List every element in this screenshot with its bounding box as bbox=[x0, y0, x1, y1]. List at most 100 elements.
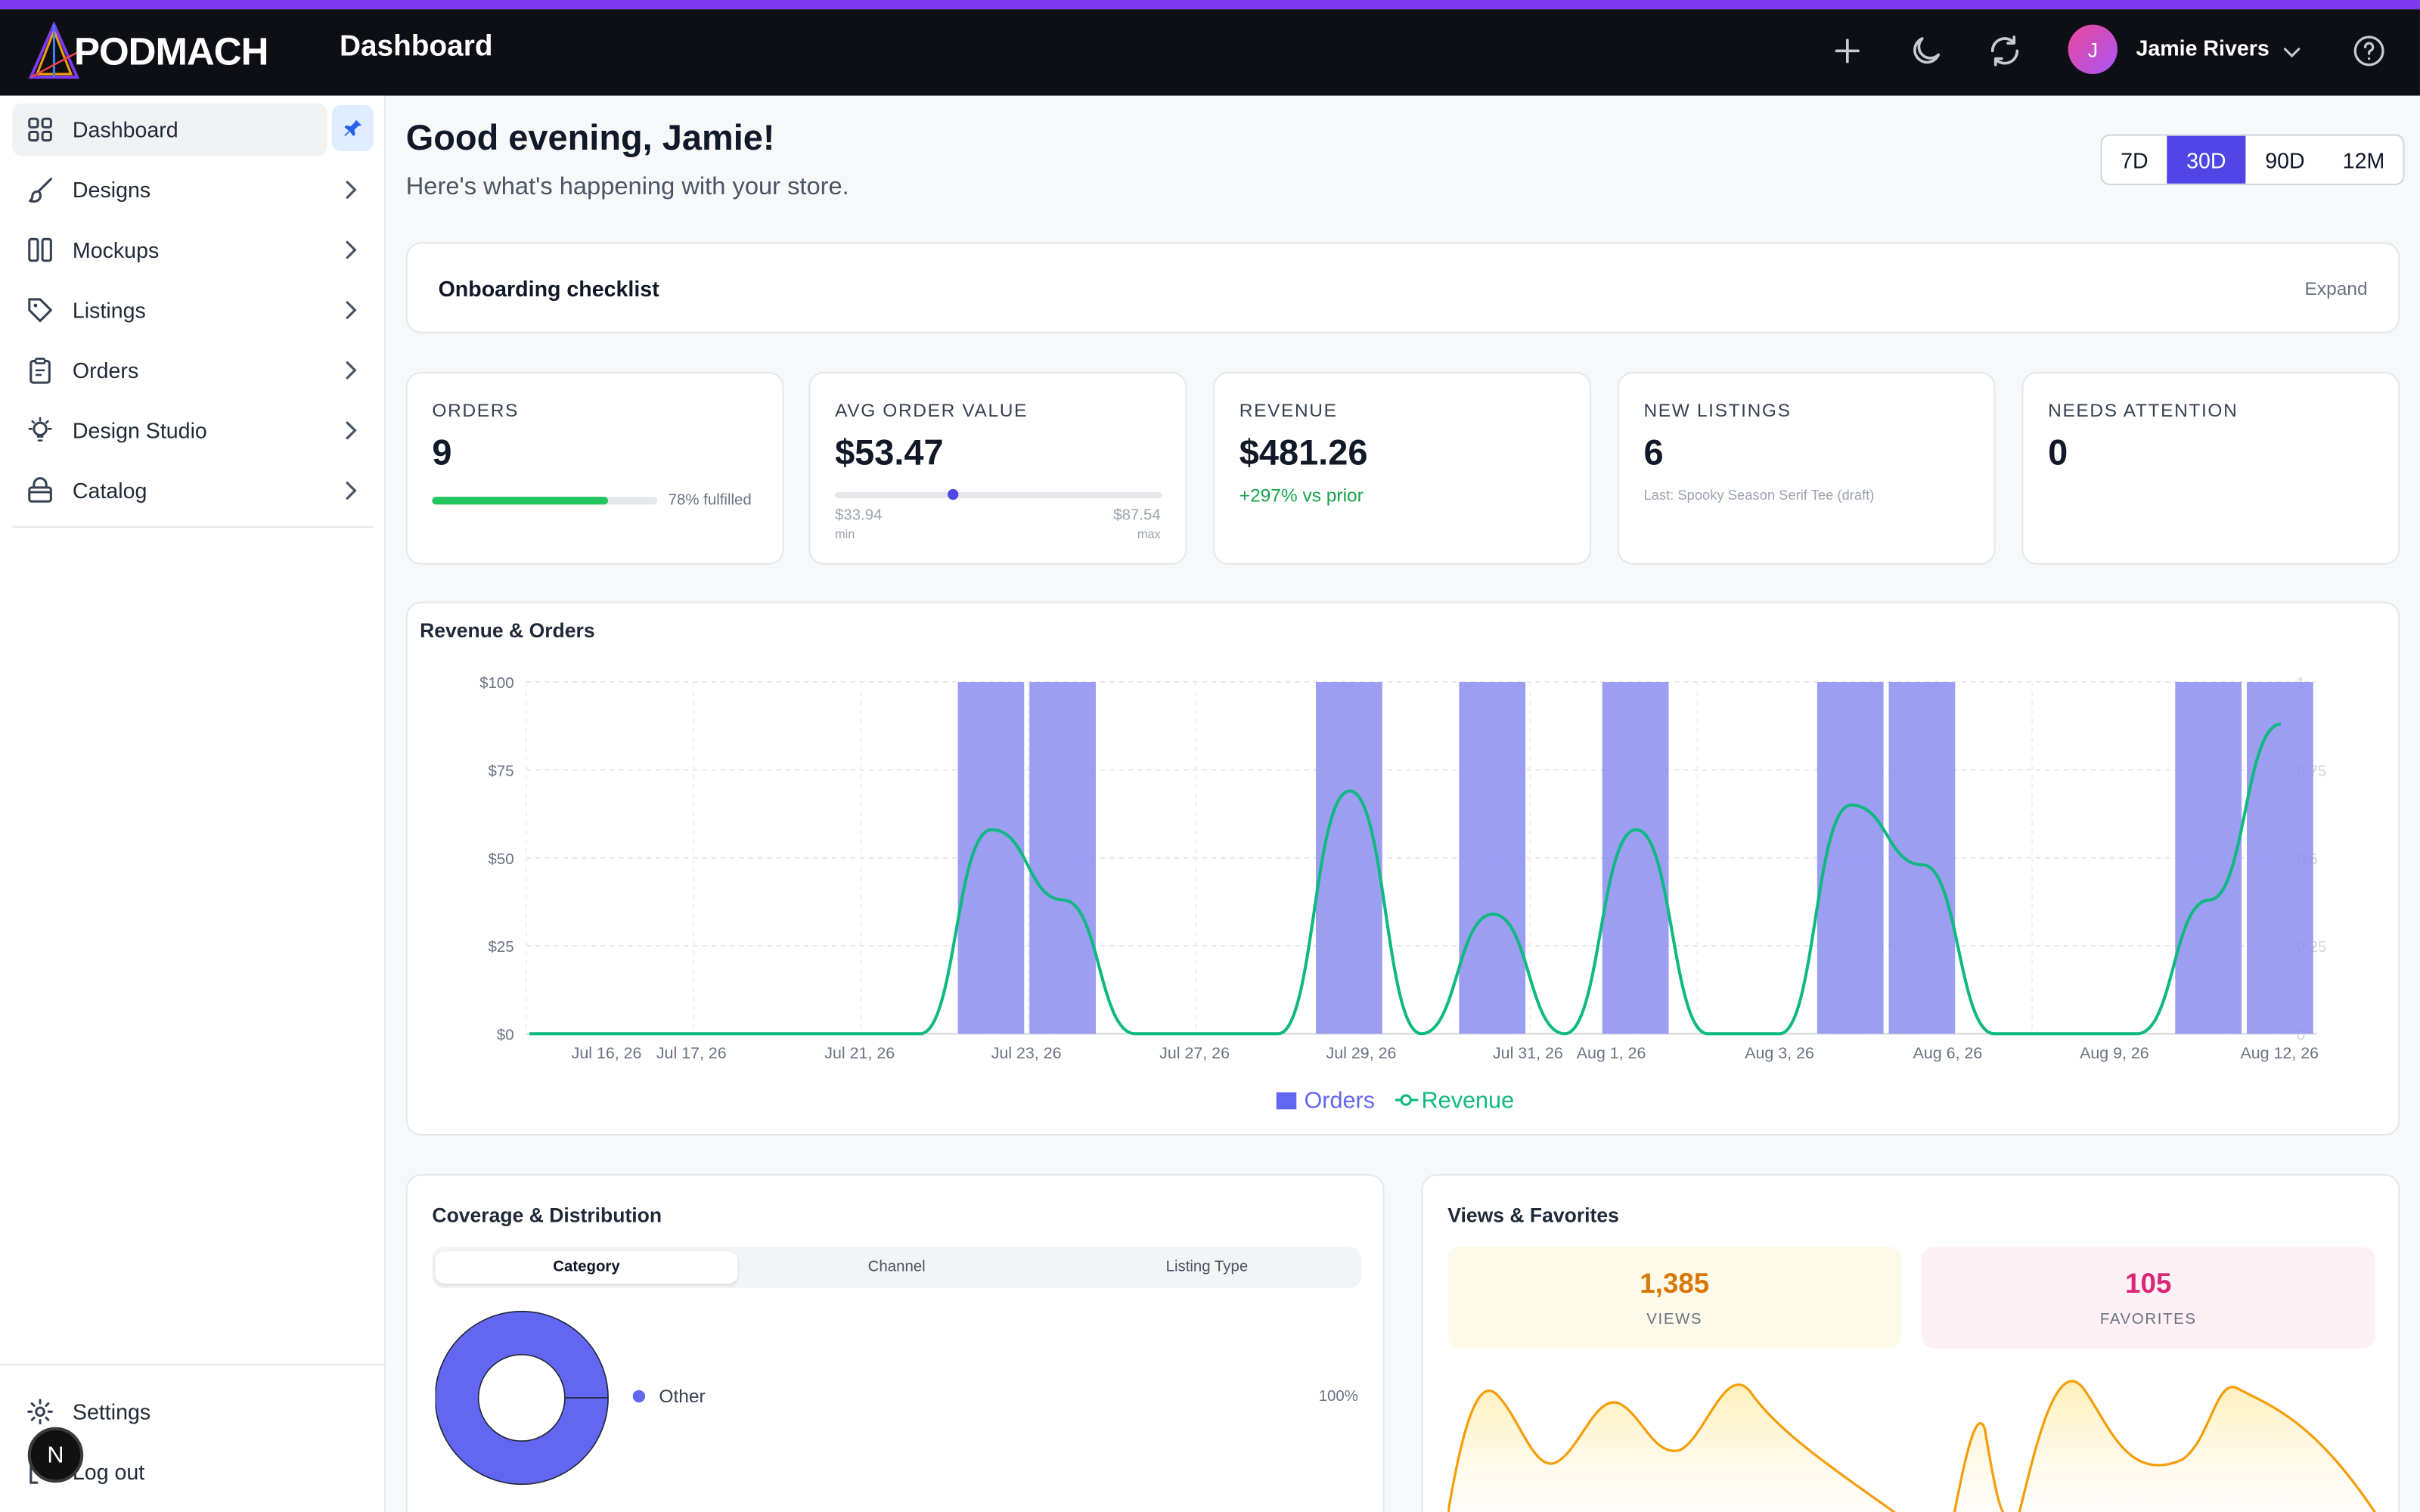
logo[interactable]: PODMACH bbox=[28, 18, 268, 86]
x-tick-label: Jul 21, 26 bbox=[824, 1044, 895, 1062]
gear-icon bbox=[27, 1399, 53, 1425]
top-bar: PODMACH Dashboard J Jamie Rivers bbox=[0, 9, 2420, 96]
tab-category[interactable]: Category bbox=[435, 1251, 738, 1284]
kpi-card-revenue: REVENUE $481.26 +297% vs prior bbox=[1213, 371, 1592, 565]
page-title: Dashboard bbox=[339, 30, 493, 64]
kpi-card-orders: ORDERS 9 78% fulfilled bbox=[405, 371, 784, 565]
date-range-selector: 7D 30D 90D 12M bbox=[2100, 134, 2405, 185]
kpi-card-new-listings: NEW LISTINGS 6 Last: Spooky Season Serif… bbox=[1617, 371, 1996, 565]
logo-text: PODMACH bbox=[73, 29, 268, 73]
coverage-title: Coverage & Distribution bbox=[432, 1203, 662, 1227]
views-sparkline-chart bbox=[1447, 1380, 2377, 1512]
views-favorites-title: Views & Favorites bbox=[1447, 1203, 1619, 1227]
legend-dot bbox=[632, 1390, 646, 1403]
help-icon[interactable] bbox=[2350, 33, 2387, 70]
fulfilled-progress bbox=[432, 497, 658, 505]
avatar[interactable]: J bbox=[2068, 24, 2118, 74]
x-tick-label: Aug 6, 26 bbox=[1913, 1044, 1983, 1062]
x-tick-label: Aug 3, 26 bbox=[1745, 1044, 1814, 1062]
user-name[interactable]: Jamie Rivers bbox=[2136, 35, 2270, 60]
kpi-label: ORDERS bbox=[432, 399, 519, 422]
tab-listing-type[interactable]: Listing Type bbox=[1165, 1259, 1249, 1276]
kpi-label: AVG ORDER VALUE bbox=[835, 399, 1028, 422]
sidebar-item-label: Listings bbox=[72, 297, 146, 323]
sidebar-divider bbox=[12, 525, 374, 528]
kpi-value: $53.47 bbox=[835, 432, 944, 472]
bag-icon bbox=[28, 477, 52, 503]
moon-icon[interactable] bbox=[1907, 33, 1944, 70]
expand-button[interactable]: Expand bbox=[2304, 277, 2368, 299]
legend-label-orders: Orders bbox=[1304, 1087, 1375, 1113]
kpi-label: NEW LISTINGS bbox=[1643, 399, 1792, 422]
kpi-card-needs-attention: NEEDS ATTENTION 0 bbox=[2021, 371, 2400, 565]
order-bar bbox=[2246, 682, 2313, 1034]
onboarding-card: Onboarding checklist Expand bbox=[405, 242, 2400, 333]
sidebar-item-design-studio[interactable]: Design Studio bbox=[12, 404, 374, 457]
favorites-label: FAVORITES bbox=[2099, 1311, 2197, 1329]
views-label: VIEWS bbox=[1646, 1311, 1703, 1329]
greeting-title: Good evening, Jamie! bbox=[405, 117, 775, 158]
kpi-value: 9 bbox=[432, 432, 452, 472]
range-12m-button[interactable]: 12M bbox=[2342, 147, 2385, 172]
x-tick-label: Jul 23, 26 bbox=[991, 1044, 1062, 1062]
coverage-tabs: Category Channel Listing Type bbox=[432, 1246, 1361, 1289]
order-bar bbox=[1029, 682, 1096, 1034]
order-bar bbox=[1817, 682, 1884, 1034]
sidebar-item-dashboard[interactable]: Dashboard bbox=[12, 103, 327, 156]
chevron-down-icon[interactable] bbox=[2278, 39, 2306, 67]
legend-label-revenue: Revenue bbox=[1422, 1087, 1515, 1113]
last-listing-text: Last: Spooky Season Serif Tee (draft) bbox=[1643, 487, 1875, 503]
sidebar-item-catalog[interactable]: Catalog bbox=[12, 464, 374, 516]
aov-range-track bbox=[835, 488, 1162, 500]
sidebar-item-label: Settings bbox=[72, 1399, 151, 1424]
x-tick-label: Aug 1, 26 bbox=[1577, 1044, 1646, 1062]
y-tick-label: $100 bbox=[479, 675, 513, 692]
chevron-right-icon bbox=[346, 240, 357, 259]
dev-badge[interactable]: N bbox=[27, 1427, 84, 1483]
sidebar-item-mockups[interactable]: Mockups bbox=[12, 224, 374, 276]
chart-title: Revenue & Orders bbox=[420, 618, 595, 642]
x-tick-label: Jul 27, 26 bbox=[1159, 1044, 1230, 1062]
y-tick-label: $25 bbox=[489, 939, 514, 956]
order-bar bbox=[2175, 682, 2242, 1034]
kpi-value: 6 bbox=[1643, 432, 1664, 472]
order-bar bbox=[1315, 682, 1382, 1034]
views-favorites-card: Views & Favorites 1,385 VIEWS 105 FAVORI… bbox=[1421, 1174, 2400, 1512]
chevron-right-icon bbox=[346, 482, 357, 500]
sidebar-item-orders[interactable]: Orders bbox=[12, 344, 374, 396]
y-tick-label: $75 bbox=[489, 764, 514, 780]
revenue-line bbox=[529, 722, 2282, 1036]
revenue-delta: +297% vs prior bbox=[1239, 484, 1364, 507]
bulb-icon bbox=[28, 417, 52, 442]
kpi-label: REVENUE bbox=[1239, 399, 1338, 422]
kpi-value: 0 bbox=[2048, 432, 2068, 472]
aov-min-label: min bbox=[835, 527, 855, 542]
tab-channel[interactable]: Channel bbox=[867, 1259, 926, 1276]
tag-icon bbox=[28, 298, 52, 323]
x-tick-label: Jul 29, 26 bbox=[1326, 1044, 1397, 1062]
sidebar-item-label: Orders bbox=[72, 358, 139, 383]
sidebar-item-listings[interactable]: Listings bbox=[12, 284, 374, 336]
sidebar-item-label: Mockups bbox=[72, 237, 160, 262]
range-30d-button[interactable]: 30D bbox=[2167, 135, 2246, 184]
logo-mark-icon bbox=[28, 21, 80, 79]
range-7d-button[interactable]: 7D bbox=[2121, 147, 2149, 172]
sidebar-item-label: Designs bbox=[72, 177, 151, 203]
category-donut-chart bbox=[435, 1310, 609, 1486]
refresh-icon[interactable] bbox=[1987, 33, 2024, 70]
grid-icon bbox=[28, 117, 52, 142]
legend-swatch-orders bbox=[1276, 1092, 1297, 1110]
sidebar-item-settings[interactable]: Settings bbox=[12, 1386, 374, 1438]
sidebar-item-designs[interactable]: Designs bbox=[12, 163, 374, 215]
plus-icon[interactable] bbox=[1829, 33, 1866, 70]
y-right-tick-label: 0 bbox=[2297, 1027, 2305, 1043]
sidebar: Dashboard Designs Mockups Listings Order… bbox=[0, 95, 386, 1512]
legend-pct: 100% bbox=[1318, 1388, 1358, 1406]
range-90d-button[interactable]: 90D bbox=[2265, 147, 2305, 172]
pin-button[interactable] bbox=[331, 104, 374, 151]
views-stat: 1,385 VIEWS bbox=[1447, 1246, 1902, 1349]
top-accent-stripe bbox=[0, 0, 2420, 10]
progress-fill bbox=[432, 497, 608, 505]
favorites-line bbox=[1953, 1380, 2377, 1512]
